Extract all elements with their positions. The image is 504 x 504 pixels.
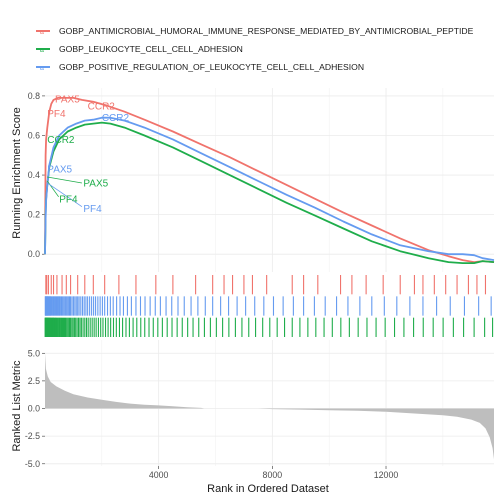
- es-y-tick-label: 0.2: [28, 210, 40, 220]
- x-tick-label: 4000: [149, 470, 169, 480]
- x-tick-label: 8000: [263, 470, 283, 480]
- legend-label: GOBP_POSITIVE_REGULATION_OF_LEUKOCYTE_CE…: [59, 62, 364, 72]
- enrichment-score-panel: 0.0 0.2 0.4 0.6 0.8: [28, 88, 495, 272]
- es-plot-background: [45, 88, 494, 272]
- metric-y-tick-label: 2.5: [28, 376, 40, 386]
- gene-label: CCR2: [47, 135, 75, 146]
- legend-label: GOBP_LEUKOCYTE_CELL_CELL_ADHESION: [59, 44, 243, 54]
- es-y-tick-label: 0.6: [28, 130, 40, 140]
- metric-y-tick-label: 0.0: [28, 404, 40, 414]
- legend-label: GOBP_ANTIMICROBIAL_HUMORAL_IMMUNE_RESPON…: [59, 26, 474, 36]
- gene-label: PF4: [47, 109, 66, 120]
- legend-key-glyph: a: [40, 47, 44, 54]
- es-series-line: [44, 116, 495, 261]
- annotation-leader-line: [47, 182, 83, 208]
- gene-hits-panel: [44, 274, 494, 338]
- x-axis-title: Rank in Ordered Dataset: [207, 483, 329, 495]
- annotation-leader-line: [47, 176, 83, 184]
- gene-label: CCR2: [102, 113, 130, 124]
- es-y-axis-title: Running Enrichment Score: [11, 107, 23, 238]
- x-tick-label: 12000: [374, 470, 399, 480]
- gene-label: PAX5: [55, 94, 80, 105]
- metric-y-tick-label: -2.5: [25, 431, 40, 441]
- es-y-tick-label: 0.8: [28, 91, 40, 101]
- ranked-metric-area: [45, 353, 494, 460]
- legend-key-glyph: a: [40, 29, 44, 36]
- metric-y-axis-title: Ranked List Metric: [11, 360, 23, 452]
- gene-label: PAX5: [83, 178, 108, 189]
- legend: a GOBP_ANTIMICROBIAL_HUMORAL_IMMUNE_RESPO…: [36, 26, 474, 72]
- es-y-tick-label: 0.4: [28, 170, 40, 180]
- gene-label: PF4: [83, 204, 102, 215]
- legend-key-glyph: a: [40, 65, 44, 72]
- gene-label: PF4: [59, 194, 78, 205]
- annotation-leader-line: [46, 180, 59, 198]
- metric-y-tick-label: -5.0: [25, 459, 40, 469]
- es-y-tick-label: 0.0: [28, 249, 40, 259]
- gene-label: PAX5: [47, 165, 72, 176]
- gene-label: CCR2: [88, 101, 116, 112]
- metric-y-tick-label: 5.0: [28, 348, 40, 358]
- ranked-metric-panel: -5.0 -2.5 0.0 2.5 5.0 4000 8000 12000: [25, 340, 494, 480]
